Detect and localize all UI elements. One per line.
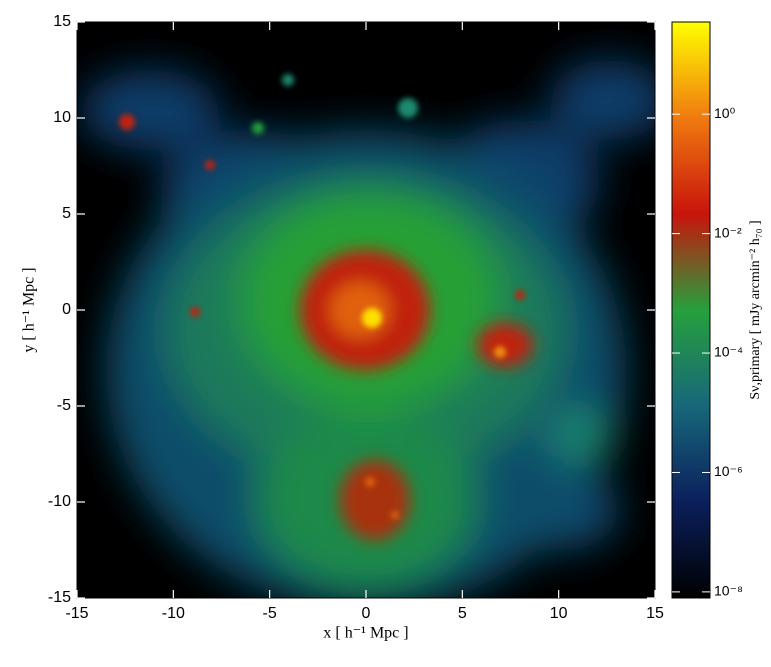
colorbar-tick-label: 10⁰ [714, 105, 736, 121]
y-tick-label: 15 [53, 13, 71, 30]
x-tick-label: 10 [550, 605, 568, 622]
x-tick-label: -10 [162, 605, 185, 622]
colorbar [671, 21, 711, 599]
x-tick-label: 0 [362, 605, 371, 622]
y-tick-label: 0 [62, 301, 71, 318]
y-tick-label: 10 [53, 109, 71, 126]
colorbar-tick-label: 10⁻⁸ [714, 583, 743, 599]
x-tick-label: 5 [458, 605, 467, 622]
x-tick-label: 15 [646, 605, 664, 622]
y-tick-label: -10 [48, 493, 71, 510]
y-axis-label: y [ h⁻¹ Mpc ] [21, 267, 38, 352]
colorbar-tick-label: 10⁻⁴ [714, 344, 743, 360]
colorbar-label: Sν,primary [ mJy arcmin⁻² h₇₀ ] [748, 220, 763, 399]
y-tick-label: -15 [48, 589, 71, 606]
x-tick-label: -15 [65, 605, 88, 622]
y-tick-label: -5 [57, 397, 71, 414]
colorbar-tick-label: 10⁻² [714, 224, 742, 240]
x-axis-label: x [ h⁻¹ Mpc ] [323, 625, 408, 642]
x-tick-label: -5 [263, 605, 277, 622]
y-tick-label: 5 [62, 205, 71, 222]
colorbar-tick-label: 10⁻⁶ [714, 463, 743, 479]
map-image [77, 22, 655, 598]
